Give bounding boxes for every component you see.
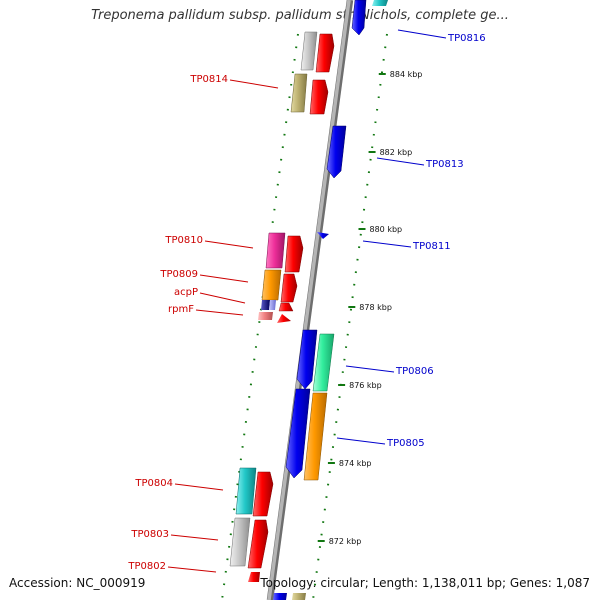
feature-red-tp0804[interactable] <box>252 471 274 517</box>
tick-label: 872 kbp <box>329 537 362 546</box>
reverse-strand-features <box>229 31 335 582</box>
gene-label-tp0814[interactable]: TP0814 <box>189 74 228 85</box>
gene-label-tp0804[interactable]: TP0804 <box>134 478 173 489</box>
forward-labels: TP0816 TP0813 TP0811 TP0806 TP0805 <box>336 29 486 449</box>
feature-red-acpp[interactable] <box>278 302 294 312</box>
feature-khaki-bottom[interactable] <box>292 593 306 600</box>
label-leader-line <box>199 274 249 283</box>
label-leader-line <box>174 483 224 491</box>
backbone <box>266 0 354 600</box>
feature-blue-top[interactable] <box>351 0 367 36</box>
feature-pink-tp0810[interactable] <box>265 232 286 269</box>
label-leader-line <box>376 157 425 166</box>
tick-marks: 884 kbp 882 kbp 880 kbp 878 kbp 876 kbp 874 k… <box>317 70 423 546</box>
gene-label-tp0810[interactable]: TP0810 <box>164 235 203 246</box>
feature-red-rpmf[interactable] <box>277 314 291 323</box>
feature-mint-tp0806[interactable] <box>312 333 335 392</box>
tick-label: 880 kbp <box>370 225 403 234</box>
outer-dotted-ring <box>312 33 388 600</box>
feature-blue-tp0806[interactable] <box>296 329 318 390</box>
feature-lavender-acpp[interactable] <box>269 300 276 310</box>
label-leader-line <box>229 79 279 89</box>
feature-orange-tp0805[interactable] <box>303 392 328 481</box>
feature-blue-tp0805[interactable] <box>285 388 311 479</box>
backbone-line <box>267 0 351 600</box>
feature-red-tp0803[interactable] <box>247 519 269 569</box>
feature-blue-tp0813[interactable] <box>326 125 347 179</box>
label-leader-line <box>199 292 246 304</box>
label-leader-line <box>362 240 412 248</box>
tick-label: 884 kbp <box>390 70 423 79</box>
accession-text: Accession: NC_000919 <box>9 576 146 590</box>
topology-summary: Topology: circular; Length: 1,138,011 bp… <box>260 576 590 590</box>
feature-cyan-tp0804[interactable] <box>235 467 257 515</box>
label-leader-line <box>336 437 386 445</box>
gene-label-tp0803[interactable]: TP0803 <box>130 529 169 540</box>
reverse-labels: TP0814 TP0810 TP0809 acpP rpmF TP0804 TP0803 TP… <box>127 74 279 573</box>
gene-label-tp0806[interactable]: TP0806 <box>395 366 434 377</box>
gene-label-tp0813[interactable]: TP0813 <box>425 159 464 170</box>
feature-red-tp0802[interactable] <box>248 572 260 582</box>
label-leader-line <box>397 29 447 39</box>
label-leader-line <box>204 240 254 249</box>
label-leader-line <box>345 365 395 373</box>
feature-salmon-rpmf[interactable] <box>258 312 273 320</box>
gene-label-rpmf[interactable]: rpmF <box>168 304 194 315</box>
feature-khaki-tp0814[interactable] <box>290 73 308 113</box>
feature-gray-tp0803[interactable] <box>229 517 251 567</box>
feature-red-tp0814[interactable] <box>309 79 329 115</box>
feature-blue-bottom[interactable] <box>273 593 287 600</box>
map-title: Treponema pallidum subsp. pallidum str. … <box>91 8 509 23</box>
label-leader-line <box>195 309 244 316</box>
feature-cyan-tp0816[interactable] <box>372 0 388 6</box>
feature-navy-acpp[interactable] <box>261 300 270 310</box>
forward-strand-features <box>273 0 388 600</box>
gene-label-acpp[interactable]: acpP <box>174 287 198 298</box>
gene-label-tp0805[interactable]: TP0805 <box>386 438 425 449</box>
label-leader-line <box>167 566 217 573</box>
feature-red-tp0809[interactable] <box>280 273 298 303</box>
feature-blue-tp0811[interactable] <box>317 232 329 239</box>
gene-label-tp0809[interactable]: TP0809 <box>159 269 198 280</box>
feature-orange-tp0809[interactable] <box>261 269 282 301</box>
gene-label-tp0811[interactable]: TP0811 <box>412 241 451 252</box>
tick-label: 874 kbp <box>339 459 372 468</box>
tick-label: 878 kbp <box>359 303 392 312</box>
feature-gray-0816-region[interactable] <box>300 31 318 71</box>
label-leader-line <box>170 534 219 541</box>
gene-label-tp0816[interactable]: TP0816 <box>447 33 486 44</box>
tick-label: 882 kbp <box>380 148 413 157</box>
gene-label-tp0802[interactable]: TP0802 <box>127 561 166 572</box>
tick-label: 876 kbp <box>349 381 382 390</box>
feature-red-tp0810[interactable] <box>284 235 304 273</box>
feature-red-upper[interactable] <box>315 33 335 73</box>
